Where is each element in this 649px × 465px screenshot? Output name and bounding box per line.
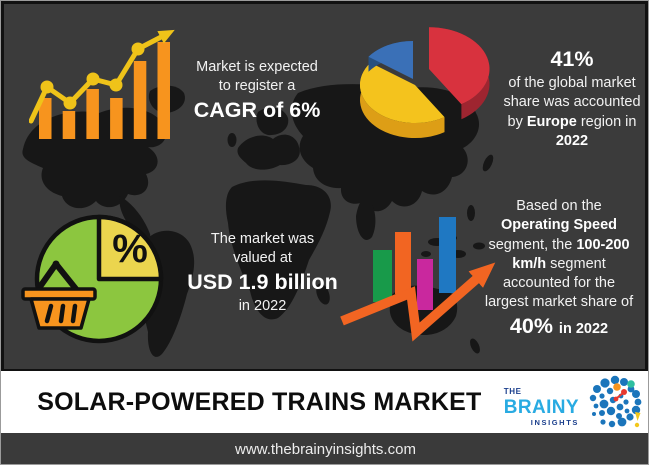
growth-arrow bbox=[340, 262, 496, 342]
logo-brainy: BRAINY bbox=[503, 396, 579, 418]
title-banner: SOLAR-POWERED TRAINS MARKET THE BRAINY I… bbox=[1, 369, 648, 433]
logo-wordmark: THE BRAINY INSIGHTS bbox=[503, 386, 579, 427]
continent-africa bbox=[225, 180, 331, 320]
shopping-basket-icon bbox=[21, 260, 97, 330]
cagr-stat-text: Market is expected to register a CAGR of 6… bbox=[193, 59, 321, 122]
growth-bar bbox=[133, 61, 147, 139]
trend-line-dot bbox=[40, 80, 54, 94]
speed-bar bbox=[417, 259, 433, 310]
growth-bar bbox=[62, 111, 76, 139]
trend-line-dot bbox=[109, 78, 123, 92]
pie-slice-Europe bbox=[429, 27, 490, 105]
growth-bar bbox=[110, 98, 123, 139]
logo-insights: INSIGHTS bbox=[530, 417, 579, 427]
region-share-pie-chart bbox=[360, 27, 490, 139]
world-map-background bbox=[22, 84, 494, 357]
speed-segment-stat-text: Based on the Operating Speed segment, the … bbox=[484, 198, 634, 338]
pie-slice-wall bbox=[360, 62, 445, 139]
percent-symbol: % bbox=[112, 227, 148, 271]
market-value-pie-chart: % bbox=[21, 214, 164, 344]
brainy-insights-logo: THE BRAINY INSIGHTS bbox=[503, 372, 648, 432]
speed-bar bbox=[373, 250, 392, 302]
europe-share-stat-text: 41% of the global market share was account… bbox=[503, 47, 641, 149]
brain-dots-icon bbox=[589, 375, 642, 428]
continent-europe bbox=[237, 134, 300, 170]
speed-segment-bar-chart bbox=[340, 217, 496, 342]
trend-line-dot bbox=[131, 42, 145, 56]
continent-north-america bbox=[22, 107, 166, 209]
trend-line-dot bbox=[86, 72, 100, 86]
trend-line-dot bbox=[63, 96, 77, 110]
speed-bar bbox=[395, 232, 411, 294]
growth-bar bbox=[39, 98, 52, 139]
speed-bar bbox=[439, 217, 456, 293]
value-pie-slice bbox=[96, 214, 164, 282]
growth-bar bbox=[157, 42, 170, 139]
market-value-stat-text: The market was valued at USD 1.9 billion in… bbox=[187, 231, 338, 314]
pie-slice-Other (est.) bbox=[368, 41, 413, 79]
map-area: Market is expected to register a CAGR of 6… bbox=[1, 1, 648, 369]
footer-bar: www.thebrainyinsights.com bbox=[1, 433, 648, 464]
page-title: SOLAR-POWERED TRAINS MARKET bbox=[37, 387, 482, 416]
growth-bar bbox=[86, 89, 99, 139]
pie-slice-Rest of world (est.) bbox=[360, 62, 445, 124]
footer-url: www.thebrainyinsights.com bbox=[235, 441, 416, 458]
logo-the: THE bbox=[503, 386, 522, 396]
growth-bar-chart bbox=[29, 29, 175, 139]
